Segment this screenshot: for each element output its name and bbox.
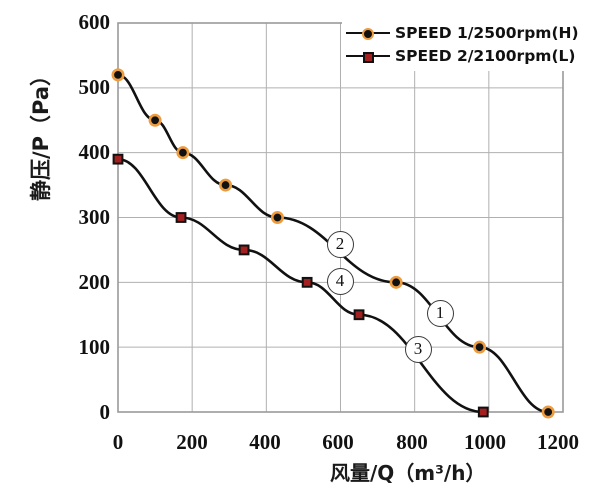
legend-entry-speed2: SPEED 2/2100rpm(L) [346,44,579,67]
x-tick-label-600: 600 [322,430,354,454]
plot-frame [117,22,564,413]
y-tick-label-600: 600 [78,10,111,34]
y-tick-label-0: 0 [99,400,111,424]
x-tick-label-1000: 1000 [464,430,506,454]
y-tick-label-500: 500 [78,75,111,99]
x-tick-label-1200: 1200 [537,430,579,454]
x-tick-label-800: 800 [396,430,428,454]
y-tick-label-300: 300 [78,205,111,229]
y-tick-label-100: 100 [78,335,111,359]
legend-label-speed1: SPEED 1/2500rpm(H) [395,23,579,42]
legend-label-speed2: SPEED 2/2100rpm(L) [395,46,576,65]
y-tick-label-400: 400 [78,140,111,164]
x-tick-label-0: 0 [112,430,124,454]
legend: SPEED 1/2500rpm(H) SPEED 2/2100rpm(L) [342,17,585,71]
annotation-circle-2: 2 [326,230,354,258]
legend-marker-circle-icon [346,25,390,41]
annotation-circle-3: 3 [404,335,432,363]
x-axis-label: 风量/Q（m³/h） [330,461,486,485]
annotation-circle-1: 1 [426,299,454,327]
series-layer [111,68,555,419]
legend-marker-square-icon [346,48,390,64]
y-tick-label-200: 200 [78,270,111,294]
x-tick-label-200: 200 [176,430,208,454]
x-tick-label-400: 400 [249,430,281,454]
legend-entry-speed1: SPEED 1/2500rpm(H) [346,21,579,44]
annotation-circle-4: 4 [326,267,354,295]
